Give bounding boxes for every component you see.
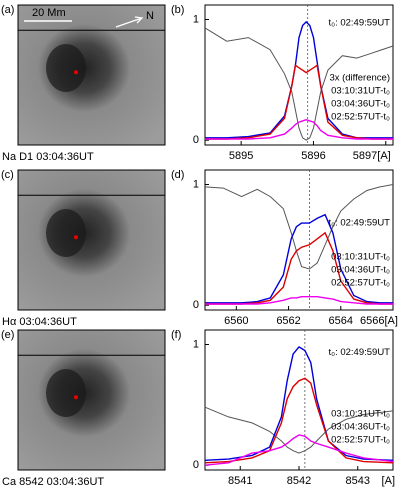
y-tick-label: 0 — [193, 134, 199, 146]
panel-label: (f) — [171, 329, 181, 341]
x-tick-label: 5895 — [229, 150, 253, 162]
panel-label: (e) — [1, 329, 14, 341]
solar-image — [18, 330, 165, 470]
x-tick-label: 6560 — [224, 315, 248, 327]
series-line — [205, 118, 393, 140]
series-line — [204, 27, 394, 141]
series-line — [205, 213, 393, 304]
panel-label: (a) — [1, 4, 14, 16]
legend-entry: t₀: 02:49:59UT — [328, 218, 390, 229]
y-tick-label: 1 — [193, 178, 199, 190]
image-frame — [17, 4, 166, 146]
legend-entry: 03:04:36UT-t₀ — [331, 98, 390, 109]
red-marker — [74, 235, 78, 240]
series-line — [204, 184, 394, 270]
series-line — [204, 434, 394, 466]
sunspot — [46, 209, 86, 257]
x-tick-label: 8543 — [346, 475, 370, 487]
red-marker — [74, 395, 78, 400]
plot-frame — [204, 169, 394, 311]
image-frame — [17, 169, 166, 311]
series-line — [205, 296, 393, 305]
legend-entry: 03:04:36UT-t₀ — [331, 264, 390, 275]
series-line — [204, 377, 394, 464]
sunspot — [46, 44, 86, 92]
red-marker — [74, 70, 78, 75]
solar-image — [18, 170, 165, 310]
legend-entry: 02:52:57UT-t₀ — [331, 277, 390, 288]
legend-entry: t₀: 02:49:59UT — [328, 347, 390, 358]
series-line — [205, 64, 393, 140]
solar-image — [18, 5, 165, 145]
legend-entry: 02:52:57UT-t₀ — [331, 435, 390, 446]
north-arrow — [115, 17, 143, 28]
x-tick-label: 8542 — [287, 475, 311, 487]
legend-entry: 03:10:31UT-t₀ — [331, 409, 390, 420]
y-tick-label: 1 — [193, 13, 199, 25]
series-line — [205, 20, 393, 139]
plot-frame — [204, 4, 394, 146]
y-tick-label: 0 — [193, 459, 199, 471]
panel-label: (b) — [171, 4, 184, 16]
x-tick-label: 5897[A] — [353, 150, 391, 162]
legend-entry: 02:52:57UT-t₀ — [331, 111, 390, 122]
x-tick-label: 6562 — [276, 315, 300, 327]
image-caption: Ca 8542 03:04:36UT — [2, 476, 104, 488]
image-caption: Na D1 03:04:36UT — [2, 151, 94, 163]
x-unit: [A] — [382, 475, 395, 487]
legend-entry: 03:10:31UT-t₀ — [331, 85, 390, 96]
image-frame — [17, 329, 166, 471]
x-tick-label: 6564 — [329, 315, 353, 327]
scale-label: 20 Mm — [32, 7, 66, 19]
north-label: N — [146, 10, 154, 22]
x-tick-label: 8541 — [228, 475, 252, 487]
legend-entry: 03:04:36UT-t₀ — [331, 422, 390, 433]
panel-label: (c) — [1, 169, 14, 181]
image-caption: Hα 03:04:36UT — [2, 316, 77, 328]
legend-entry: t₀: 02:49:59UT — [328, 18, 390, 29]
legend-entry: 03:10:31UT-t₀ — [331, 251, 390, 262]
series-line — [205, 231, 393, 305]
north-arrowhead — [134, 16, 144, 24]
sunspot — [46, 369, 86, 417]
annotation: 3x (difference) — [329, 72, 390, 83]
panel-label: (d) — [171, 169, 184, 181]
y-tick-label: 0 — [193, 299, 199, 311]
series-line — [204, 406, 394, 454]
y-tick-label: 1 — [193, 338, 199, 350]
x-tick-label: 5896 — [301, 150, 325, 162]
x-tick-label: 6566[A] — [360, 315, 398, 327]
